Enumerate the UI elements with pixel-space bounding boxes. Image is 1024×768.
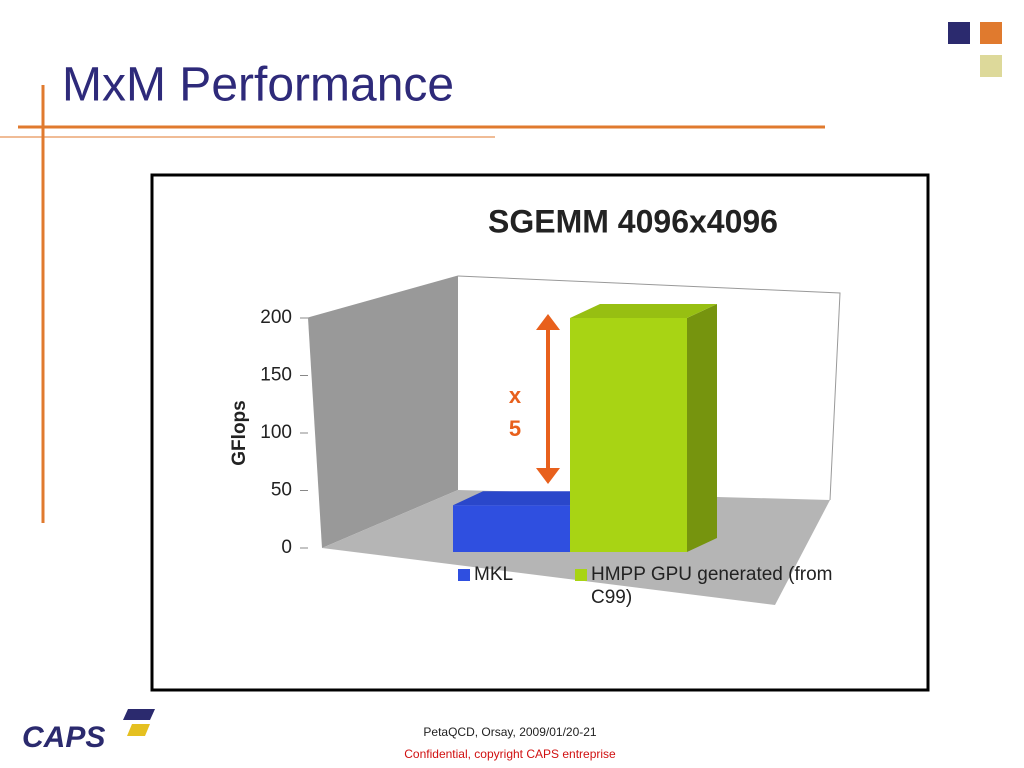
y-tick-label: 50 [271, 480, 292, 501]
box-edge [457, 275, 841, 501]
legend-swatch [575, 569, 587, 581]
y-tick-label: 100 [260, 422, 292, 443]
logo: CAPS [22, 721, 105, 754]
annotation: 5 [509, 416, 521, 441]
bar-top [453, 491, 600, 506]
logo-mark [123, 709, 155, 720]
y-axis-label: GFlops [229, 400, 250, 465]
footer: PetaQCD, Orsay, 2009/01/20-21 [423, 725, 597, 739]
bar-top [570, 304, 717, 318]
slide-title: MxM Performance [62, 59, 454, 112]
legend-label: MKL [474, 564, 514, 585]
y-tick-label: 0 [281, 537, 292, 558]
y-tick-label: 150 [260, 365, 292, 386]
legend-swatch [458, 569, 470, 581]
deco-square [980, 22, 1002, 44]
bar-side [687, 304, 717, 552]
deco-square [980, 55, 1002, 77]
deco-square [948, 22, 970, 44]
bar [453, 505, 570, 552]
confidential: Confidential, copyright CAPS entreprise [404, 747, 616, 761]
arrow-head [536, 468, 560, 484]
annotation: x [509, 383, 522, 408]
back-wall [308, 276, 458, 548]
chart-title: SGEMM 4096x4096 [488, 203, 778, 239]
y-tick-label: 200 [260, 307, 292, 328]
arrow-head [536, 314, 560, 330]
chart-frame [150, 173, 930, 692]
logo-mark [127, 724, 150, 736]
bar [570, 318, 687, 552]
legend-label: HMPP GPU generated (from C99) [591, 564, 833, 608]
box-edge [307, 275, 459, 319]
